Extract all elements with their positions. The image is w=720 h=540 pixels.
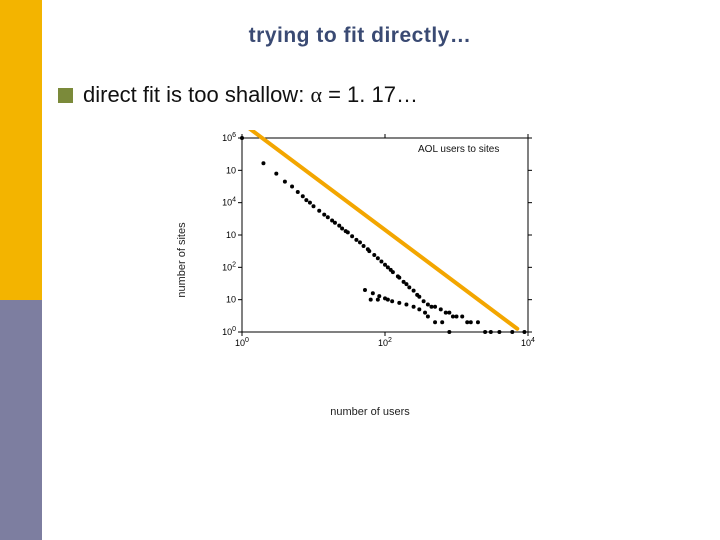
scatter-plot: 100 102 104 100 10 102 10 104 10 106 [200, 130, 540, 360]
bullet-prefix: direct fit is too shallow: [83, 82, 310, 107]
square-bullet-icon [58, 88, 73, 103]
svg-text:102: 102 [222, 261, 236, 272]
bullet-text: direct fit is too shallow: α = 1. 17… [83, 82, 418, 108]
slide: trying to fit directly… direct fit is to… [0, 0, 720, 540]
bullet-suffix: = 1. 17… [322, 82, 418, 107]
svg-text:10: 10 [226, 295, 236, 305]
svg-text:100: 100 [235, 337, 249, 348]
svg-text:10: 10 [226, 230, 236, 240]
slide-title: trying to fit directly… [0, 24, 720, 48]
svg-text:100: 100 [222, 326, 236, 337]
chart-legend: AOL users to sites [418, 144, 499, 155]
svg-text:106: 106 [222, 132, 236, 143]
accent-bar-purple [0, 300, 42, 540]
svg-text:104: 104 [521, 337, 535, 348]
chart-ylabel: number of sites [176, 222, 188, 297]
svg-text:102: 102 [378, 337, 392, 348]
bullet-item: direct fit is too shallow: α = 1. 17… [58, 82, 418, 108]
chart-container: number of sites 100102104100101021010410… [200, 130, 540, 390]
svg-text:10: 10 [226, 165, 236, 175]
svg-text:104: 104 [222, 197, 236, 208]
alpha-symbol: α [310, 82, 322, 107]
chart-xlabel: number of users [200, 406, 540, 418]
